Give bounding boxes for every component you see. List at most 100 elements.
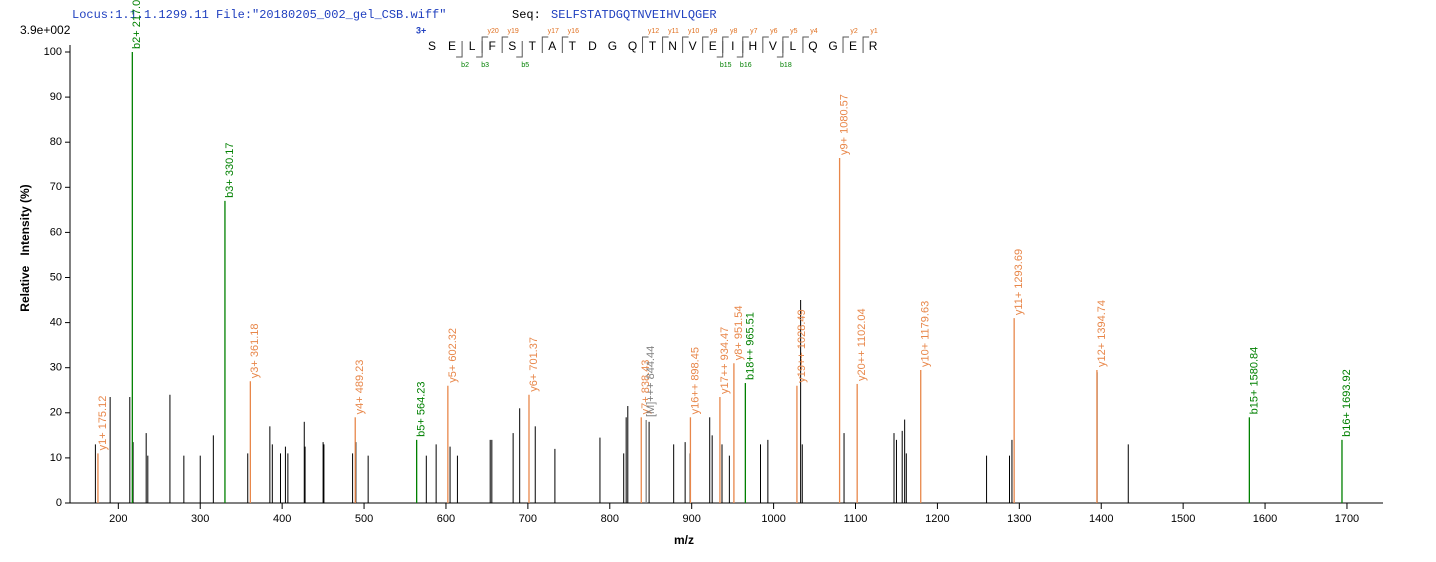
residue: V xyxy=(689,39,697,53)
peak-label: [M]+++ 844.44 xyxy=(645,346,657,417)
residue: V xyxy=(769,39,777,53)
y-ion-bracket xyxy=(722,36,729,53)
residue: G xyxy=(828,39,837,53)
y-tick-label: 80 xyxy=(50,136,62,148)
b-ion-bracket xyxy=(716,41,724,58)
y-ion-label: y12 xyxy=(648,28,659,35)
b-ion-bracket xyxy=(776,41,784,58)
y-ion-bracket xyxy=(682,36,689,53)
x-tick-label: 200 xyxy=(109,513,127,525)
y-tick-label: 20 xyxy=(50,407,62,419)
peak-label: y9+ 1080.57 xyxy=(838,94,850,155)
y-tick-label: 50 xyxy=(50,271,62,283)
b-ion-label: b15 xyxy=(720,62,732,69)
y-ion-label: y9 xyxy=(710,28,718,35)
x-tick-label: 1300 xyxy=(1007,513,1031,525)
b-ion-label: b5 xyxy=(521,62,529,69)
b-ion-label: b16 xyxy=(740,62,752,69)
y-ion-label: y20 xyxy=(487,28,498,35)
scale-label: 3.9e+002 xyxy=(20,23,71,37)
seq-label: Seq: xyxy=(512,8,541,22)
y-ion-label: y7 xyxy=(750,28,758,35)
x-tick-label: 900 xyxy=(683,513,701,525)
y-ion-bracket xyxy=(662,36,669,53)
peak-label: b16+ 1693.92 xyxy=(1341,369,1353,437)
residue: Q xyxy=(628,39,637,53)
y-ion-bracket xyxy=(541,36,549,53)
residue: S xyxy=(428,39,436,53)
b-ion-bracket xyxy=(476,41,483,58)
header: Locus:1.1.1.1299.11 File:"20180205_002_g… xyxy=(72,8,446,22)
peak-label: b18++ 965.51 xyxy=(744,312,756,380)
y-tick-label: 70 xyxy=(50,181,62,193)
y-ion-bracket xyxy=(762,36,769,53)
y-tick-label: 10 xyxy=(50,452,62,464)
x-tick-label: 700 xyxy=(519,513,537,525)
y-ion-label: y10 xyxy=(688,28,699,35)
y-ion-bracket xyxy=(561,36,569,53)
x-tick-label: 1600 xyxy=(1253,513,1277,525)
residue: L xyxy=(790,39,797,53)
residue: T xyxy=(649,39,657,53)
residue: F xyxy=(488,39,495,53)
residue: G xyxy=(608,39,617,53)
residue: E xyxy=(448,39,456,53)
residue: N xyxy=(668,39,677,53)
y-ion-label: y17 xyxy=(548,28,559,35)
residue: I xyxy=(731,39,734,53)
sequence: SELFSTATDGQTNVEIHVLQGER xyxy=(551,8,717,22)
peak-label: y12+ 1394.74 xyxy=(1096,300,1108,367)
x-tick-label: 1400 xyxy=(1089,513,1113,525)
x-tick-label: 1100 xyxy=(844,513,868,525)
peak-label: y16++ 898.45 xyxy=(689,347,701,414)
peak-label: y6+ 701.37 xyxy=(528,337,540,392)
residue: T xyxy=(569,39,577,53)
y-ion-label: y6 xyxy=(770,28,778,35)
y-ion-bracket xyxy=(702,36,709,53)
x-tick-label: 1200 xyxy=(925,513,949,525)
x-tick-label: 1700 xyxy=(1335,513,1359,525)
x-tick-label: 1500 xyxy=(1171,513,1195,525)
peak-label: y20++ 1102.04 xyxy=(856,308,868,381)
x-axis-label: m/z xyxy=(674,533,694,547)
residue: R xyxy=(869,39,878,53)
y-ion-label: y19 xyxy=(508,28,519,35)
y-ion-bracket xyxy=(642,36,649,53)
residue: Q xyxy=(808,39,817,53)
y-tick-label: 30 xyxy=(50,362,62,374)
peak-label: y8+ 951.54 xyxy=(733,305,745,360)
y-ion-label: y16 xyxy=(568,28,579,35)
b-ion-bracket xyxy=(516,41,523,58)
residue: S xyxy=(508,39,516,53)
x-tick-label: 400 xyxy=(273,513,291,525)
residue: E xyxy=(709,39,717,53)
peak-label: b15+ 1580.84 xyxy=(1248,347,1260,415)
peak-label: y11+ 1293.69 xyxy=(1013,249,1025,315)
residue: H xyxy=(748,39,757,53)
y-tick-label: 90 xyxy=(50,91,62,103)
y-ion-bracket xyxy=(842,36,850,53)
y-ion-bracket xyxy=(802,36,809,53)
y-ion-label: y4 xyxy=(810,28,818,35)
y-ion-label: y5 xyxy=(790,28,798,35)
b-ion-label: b2 xyxy=(461,62,469,69)
y-ion-bracket xyxy=(862,36,870,53)
peak-label: y1+ 175.12 xyxy=(97,396,109,451)
y-ion-bracket xyxy=(481,36,489,53)
residue: T xyxy=(529,39,537,53)
b-ion-bracket xyxy=(456,41,463,58)
x-tick-label: 600 xyxy=(437,513,455,525)
y-ion-label: y8 xyxy=(730,28,738,35)
peak-label: b5+ 564.23 xyxy=(416,381,428,436)
peak-label: y7+ 838.43 xyxy=(640,360,652,415)
residue: D xyxy=(588,39,597,53)
peak-label: y4+ 489.23 xyxy=(354,360,366,415)
y-tick-label: 40 xyxy=(50,317,62,329)
residue: L xyxy=(469,39,476,53)
y-axis-label: Relative Intensity (%) xyxy=(18,184,32,311)
residue: E xyxy=(849,39,857,53)
peak-label: b2+ 217.09 xyxy=(131,0,143,49)
peak-label: y17++ 934.47 xyxy=(719,327,731,394)
b-ion-bracket xyxy=(736,41,744,58)
